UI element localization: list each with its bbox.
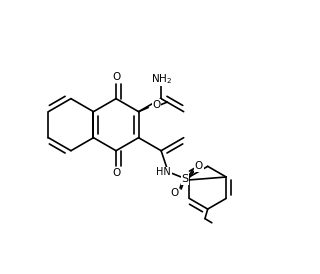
Text: O: O [195,161,203,171]
Text: S: S [182,175,189,184]
Text: NH$_2$: NH$_2$ [150,72,172,86]
Text: O: O [171,188,179,198]
Text: HN: HN [156,167,171,177]
Text: O: O [112,168,120,178]
Text: O: O [152,100,161,110]
Text: O: O [112,72,120,82]
